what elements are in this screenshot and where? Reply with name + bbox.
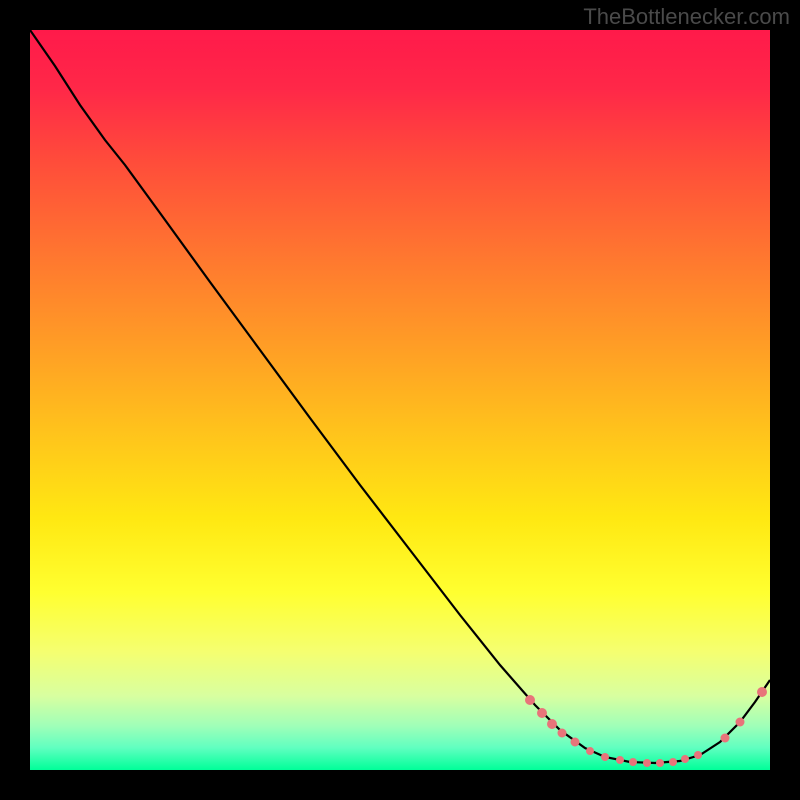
data-dot — [586, 747, 594, 755]
data-dot — [669, 758, 677, 766]
data-dot — [525, 695, 535, 705]
chart-container — [30, 30, 770, 770]
data-dot — [643, 759, 651, 767]
bottleneck-curve — [30, 30, 770, 763]
watermark-text: TheBottlenecker.com — [583, 4, 790, 30]
data-dot — [721, 734, 730, 743]
data-dot — [547, 719, 557, 729]
data-dots — [525, 687, 767, 767]
data-dot — [629, 758, 637, 766]
data-dot — [656, 759, 664, 767]
data-dot — [616, 756, 624, 764]
data-dot — [736, 718, 745, 727]
data-dot — [601, 753, 609, 761]
data-dot — [681, 755, 689, 763]
data-dot — [757, 687, 767, 697]
data-dot — [558, 729, 567, 738]
data-dot — [537, 708, 547, 718]
data-dot — [694, 751, 702, 759]
chart-svg — [30, 30, 770, 770]
data-dot — [571, 738, 580, 747]
